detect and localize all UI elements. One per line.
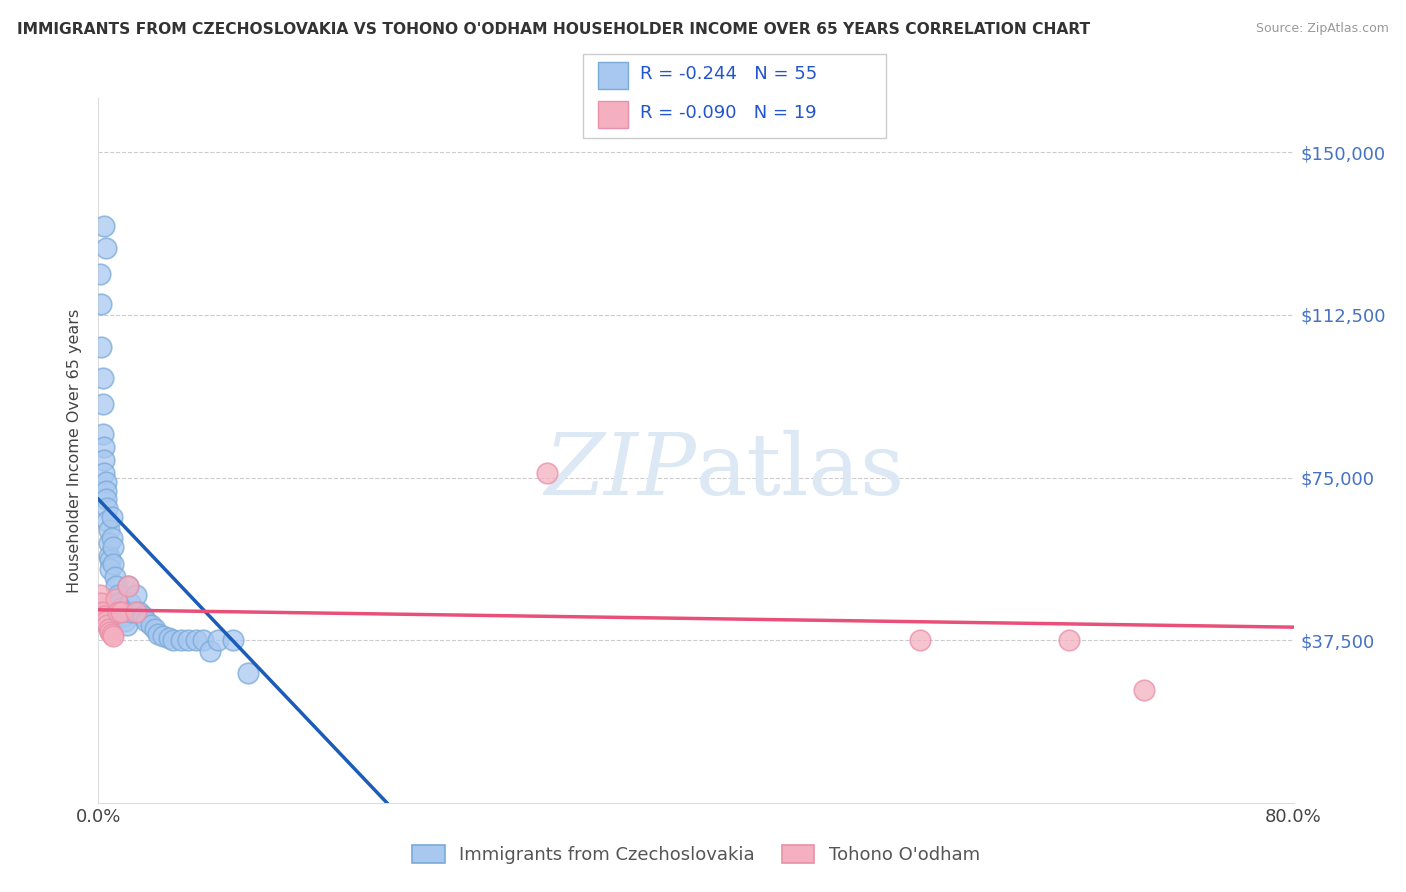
Point [117,579,139,593]
Point [103,540,125,554]
Point [157,631,180,645]
Point [91,605,114,619]
Point [90,297,112,311]
Point [93,609,115,624]
Text: atlas: atlas [696,430,905,513]
Point [93,453,115,467]
Point [94,475,117,489]
Point [101,531,124,545]
Point [98,561,122,575]
Point [91,397,114,411]
Text: R = -0.090   N = 19: R = -0.090 N = 19 [640,104,817,122]
Text: ZIP: ZIP [544,430,696,513]
Point [115,618,138,632]
Point [93,440,115,454]
Point [103,629,125,643]
Point [1059,633,1081,648]
Point [148,626,170,640]
Point [222,633,245,648]
Point [94,492,117,507]
Point [112,609,135,624]
Point [94,241,117,255]
Point [118,596,141,610]
Point [97,535,120,549]
Text: Source: ZipAtlas.com: Source: ZipAtlas.com [1256,22,1389,36]
Point [143,623,166,637]
Point [98,553,122,567]
Legend: Immigrants from Czechoslovakia, Tohono O'odham: Immigrants from Czechoslovakia, Tohono O… [412,845,980,864]
Point [117,579,139,593]
Point [91,371,114,385]
Point [536,467,558,481]
Point [105,579,128,593]
Point [101,626,124,640]
Point [96,500,118,515]
Point [111,605,134,619]
Point [152,629,174,643]
Point [107,588,129,602]
Point [162,633,184,648]
Point [110,605,132,619]
Point [103,558,125,572]
Y-axis label: Householder Income Over 65 years: Householder Income Over 65 years [67,309,83,592]
Point [108,596,131,610]
Point [125,605,148,619]
Point [132,609,155,624]
Point [97,523,120,537]
Point [93,467,115,481]
Text: R = -0.244   N = 55: R = -0.244 N = 55 [640,65,817,83]
Point [200,644,222,658]
Point [93,219,115,233]
Point [94,483,117,498]
Point [91,427,114,442]
Point [908,633,931,648]
Point [1133,683,1156,698]
Point [236,665,259,680]
Point [120,605,142,619]
Point [90,341,112,355]
Point [184,633,207,648]
Point [94,614,117,628]
Point [191,633,214,648]
Point [97,623,120,637]
Point [207,633,229,648]
Point [128,605,150,619]
Point [96,618,118,632]
Point [107,605,129,619]
Point [104,570,127,584]
Point [169,633,191,648]
Text: IMMIGRANTS FROM CZECHOSLOVAKIA VS TOHONO O'ODHAM HOUSEHOLDER INCOME OVER 65 YEAR: IMMIGRANTS FROM CZECHOSLOVAKIA VS TOHONO… [17,22,1090,37]
Point [89,267,111,281]
Point [177,633,200,648]
Point [90,596,112,610]
Point [101,509,124,524]
Point [125,588,148,602]
Point [96,514,118,528]
Point [110,600,132,615]
Point [89,588,111,602]
Point [98,624,122,639]
Point [139,618,162,632]
Point [135,614,157,628]
Point [105,592,128,607]
Point [114,614,136,628]
Point [97,549,120,563]
